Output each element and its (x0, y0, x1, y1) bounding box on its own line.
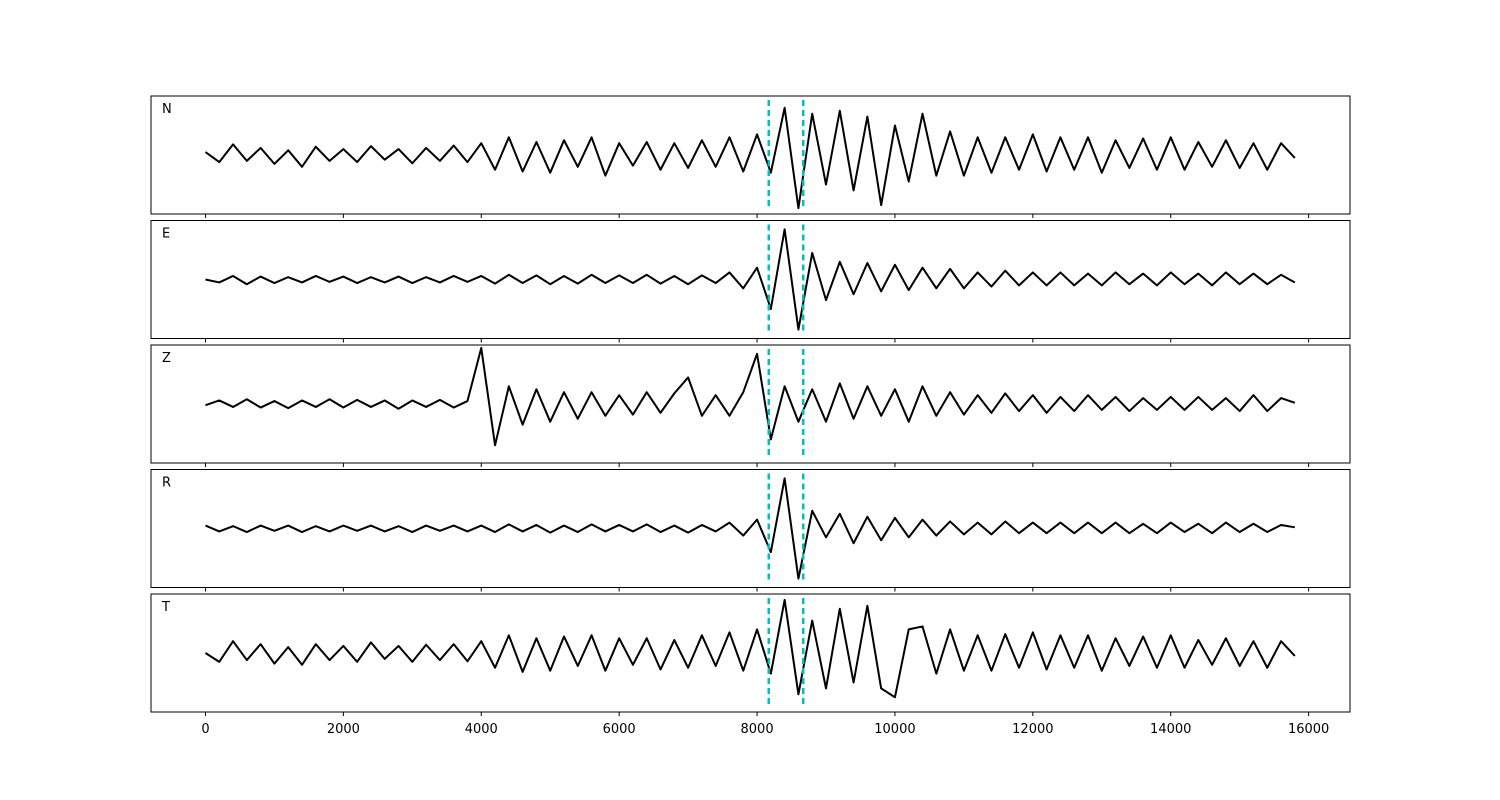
x-tick-label: 2000 (327, 722, 360, 737)
panel-frame (150, 344, 1351, 464)
panel-label: E (162, 227, 170, 242)
x-tick-label: 12000 (1012, 722, 1053, 737)
x-tick-label: 6000 (603, 722, 636, 737)
panel-label: R (162, 476, 171, 491)
x-tick-label: 4000 (465, 722, 498, 737)
panel-label: T (161, 600, 170, 615)
trace (204, 598, 1296, 699)
trace (205, 228, 1296, 331)
panel-frame (150, 220, 1351, 339)
panel-frame (150, 469, 1351, 588)
x-tick-label: 14000 (1150, 722, 1191, 737)
panel-label: Z (162, 351, 171, 366)
trace (204, 106, 1296, 210)
trace (205, 477, 1296, 580)
panel-label: N (162, 102, 172, 117)
trace (205, 346, 1296, 447)
panel-frame (150, 593, 1351, 713)
x-tick-label: 16000 (1288, 722, 1329, 737)
x-tick-label: 10000 (874, 722, 915, 737)
panel-frame (150, 95, 1351, 215)
x-tick-label: 0 (201, 722, 209, 737)
x-tick-label: 8000 (741, 722, 774, 737)
